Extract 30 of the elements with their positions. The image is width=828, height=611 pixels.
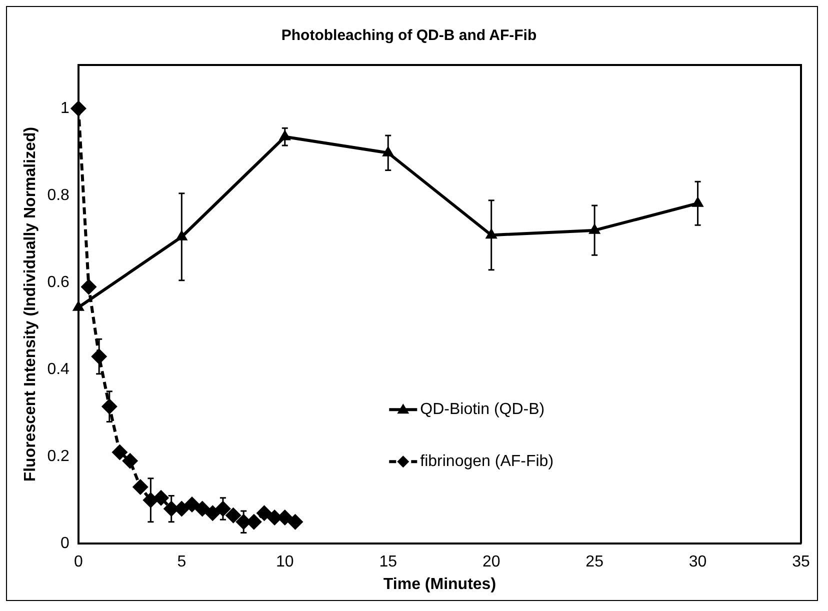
y-tick-label: 0.2 — [47, 448, 70, 465]
y-tick-label: 0.6 — [47, 274, 70, 291]
point — [153, 490, 170, 506]
x-tick-label: 0 — [74, 554, 83, 571]
point — [132, 479, 148, 496]
x-tick-label: 35 — [792, 554, 810, 571]
point — [204, 505, 221, 522]
y-tick-label: 1 — [60, 100, 70, 117]
point — [256, 505, 272, 522]
y-tick-label: 0 — [60, 535, 70, 552]
point — [225, 507, 242, 524]
x-tick-label: 20 — [482, 554, 500, 571]
point — [80, 278, 97, 295]
x-tick-label: 5 — [177, 554, 186, 571]
point — [122, 452, 138, 469]
point — [184, 496, 200, 512]
x-axis-title: Time (Minutes) — [383, 576, 496, 593]
chart-title: Photobleaching of QD-B and AF-Fib — [281, 27, 537, 44]
point — [194, 500, 210, 517]
x-tick-label: 25 — [586, 554, 604, 571]
y-axis-title: Fluorescent Intensity (Individually Normalized) — [22, 126, 40, 482]
legend-label: fibrinogen (AF-Fib) — [420, 453, 554, 470]
x-tick-label: 10 — [276, 554, 294, 571]
x-tick-label: 15 — [379, 554, 398, 571]
point — [287, 514, 304, 530]
y-tick-label: 0.8 — [47, 186, 70, 204]
point — [112, 444, 128, 460]
x-tick-label: 30 — [688, 554, 707, 571]
y-tick-label: 0.4 — [47, 360, 70, 378]
legend-label: QD-Biotin (QD-B) — [420, 401, 545, 418]
